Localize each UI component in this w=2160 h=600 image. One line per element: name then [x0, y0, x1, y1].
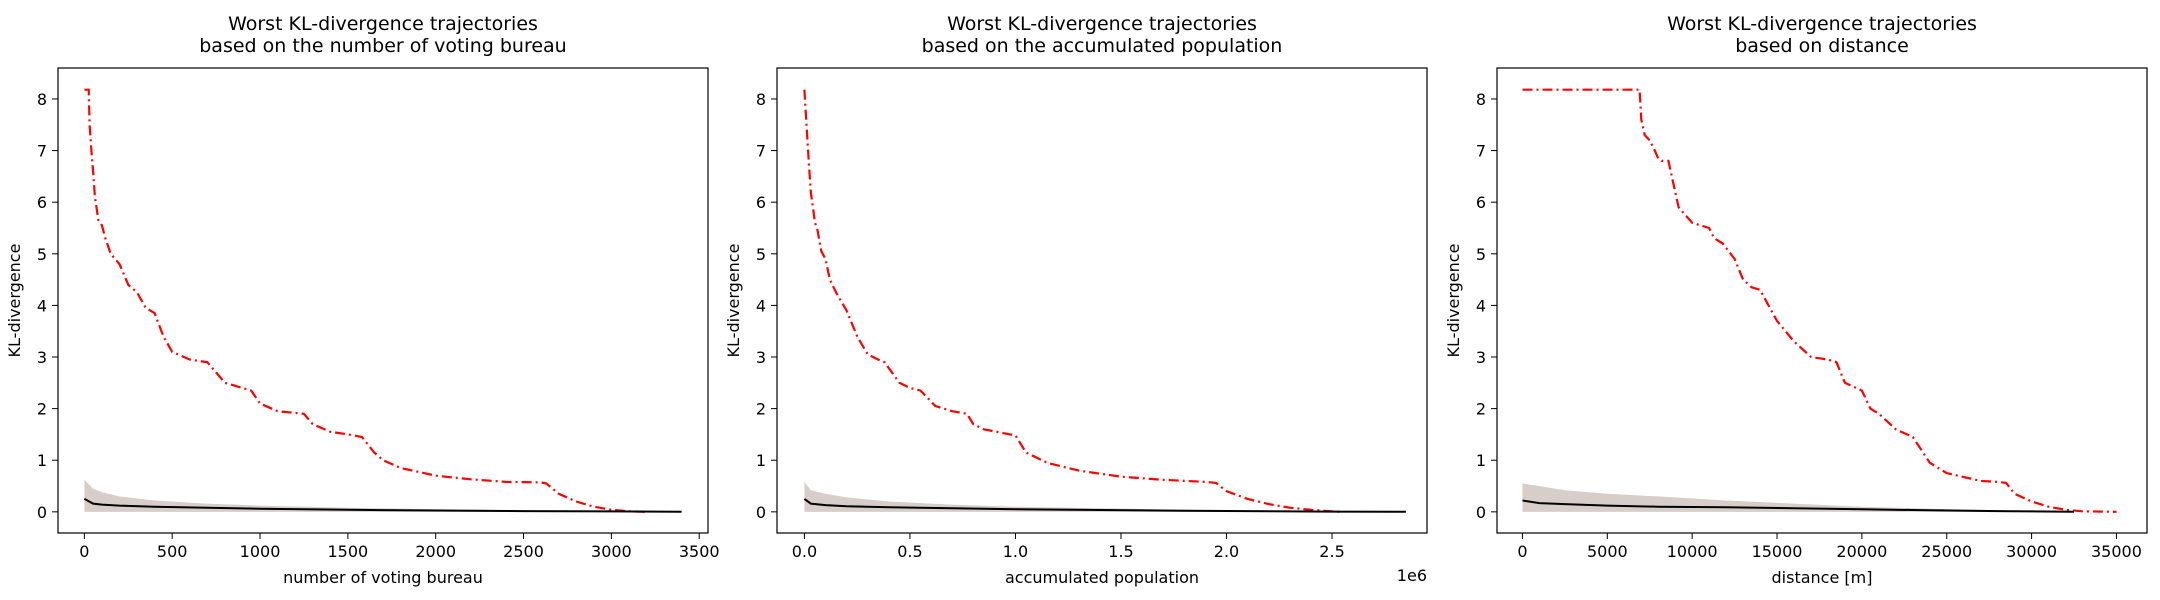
x-tick-label: 2000	[415, 542, 456, 561]
y-axis-label: KL-divergence	[1444, 244, 1463, 358]
y-axis-label: KL-divergence	[724, 244, 743, 358]
y-tick-label: 8	[1476, 90, 1486, 109]
worst-trajectory-line	[84, 88, 647, 513]
y-tick-label: 4	[37, 296, 47, 315]
axes-frame	[57, 67, 709, 534]
x-tick-label: 3000	[591, 542, 632, 561]
typical-trajectory-line	[83, 498, 682, 513]
x-tick-label: 0	[79, 542, 89, 561]
y-tick-label: 8	[756, 90, 766, 109]
y-tick-label: 3	[756, 348, 766, 367]
y-tick-label: 7	[1476, 142, 1486, 161]
x-tick-label: 2500	[503, 542, 544, 561]
x-tick-label: 500	[157, 542, 188, 561]
y-tick-label: 6	[37, 193, 47, 212]
plot-area	[803, 89, 1406, 513]
chart-title: Worst KL-divergence trajectories based on…	[199, 13, 566, 57]
y-tick-label: 6	[1476, 193, 1486, 212]
y-tick-label: 7	[756, 142, 766, 161]
y-tick-label: 5	[1476, 245, 1486, 264]
x-axis-label: number of voting bureau	[283, 568, 483, 587]
y-tick-label: 1	[37, 451, 47, 470]
x-tick-label: 2.5	[1319, 542, 1344, 561]
panel-1: Worst KL-divergence trajectories based on…	[5, 13, 720, 587]
typical-trajectory-line	[803, 498, 1406, 513]
y-tick-label: 3	[1476, 348, 1486, 367]
x-tick-label: 35000	[2091, 542, 2142, 561]
panel-2: Worst KL-divergence trajectories based on…	[724, 13, 1428, 587]
x-tick-label: 1.5	[1108, 542, 1133, 561]
x-tick-label: 1000	[240, 542, 281, 561]
trajectory-band	[804, 481, 1406, 512]
y-tick-label: 0	[1476, 503, 1486, 522]
x-axis-label: accumulated population	[1005, 568, 1199, 587]
x-tick-label: 30000	[2006, 542, 2057, 561]
x-tick-label: 25000	[1921, 542, 1972, 561]
y-tick-label: 4	[756, 296, 766, 315]
trajectory-band	[84, 479, 682, 512]
y-tick-label: 6	[756, 193, 766, 212]
y-tick-label: 0	[37, 503, 47, 522]
y-axis-label: KL-divergence	[5, 244, 24, 358]
x-tick-label: 15000	[1752, 542, 1803, 561]
y-tick-label: 0	[756, 503, 766, 522]
panel-3: Worst KL-divergence trajectories based on…	[1444, 13, 2148, 587]
axes-frame	[1496, 67, 2148, 534]
plot-area	[83, 88, 682, 513]
chart-title: Worst KL-divergence trajectories based on…	[1667, 13, 1977, 57]
x-tick-label: 1500	[328, 542, 369, 561]
y-tick-label: 2	[37, 400, 47, 419]
x-tick-label: 3500	[679, 542, 720, 561]
worst-trajectory-line	[1522, 88, 2117, 513]
worst-trajectory-line	[803, 89, 1343, 513]
x-tick-label: 0.5	[897, 542, 922, 561]
y-tick-label: 1	[1476, 451, 1486, 470]
y-tick-label: 5	[756, 245, 766, 264]
chart-title: Worst KL-divergence trajectories based on…	[922, 13, 1283, 57]
x-tick-label: 0	[1517, 542, 1527, 561]
x-tick-label: 1.0	[1003, 542, 1028, 561]
y-tick-label: 2	[756, 400, 766, 419]
x-axis-label: distance [m]	[1772, 568, 1873, 587]
x-tick-label: 0.0	[792, 542, 817, 561]
x-tick-label: 10000	[1667, 542, 1718, 561]
x-tick-label: 2.0	[1214, 542, 1239, 561]
x-tick-label: 20000	[1836, 542, 1887, 561]
x-offset-label: 1e6	[1397, 566, 1427, 585]
y-tick-label: 2	[1476, 400, 1486, 419]
y-tick-label: 3	[37, 348, 47, 367]
typical-trajectory-line	[1522, 499, 2075, 513]
y-tick-label: 5	[37, 245, 47, 264]
y-tick-label: 7	[37, 142, 47, 161]
trajectory-band	[1522, 483, 2075, 512]
y-tick-label: 8	[37, 90, 47, 109]
plot-area	[1522, 88, 2117, 513]
y-tick-label: 4	[1476, 296, 1486, 315]
y-tick-label: 1	[756, 451, 766, 470]
axes-frame	[776, 67, 1428, 534]
x-tick-label: 5000	[1587, 542, 1628, 561]
